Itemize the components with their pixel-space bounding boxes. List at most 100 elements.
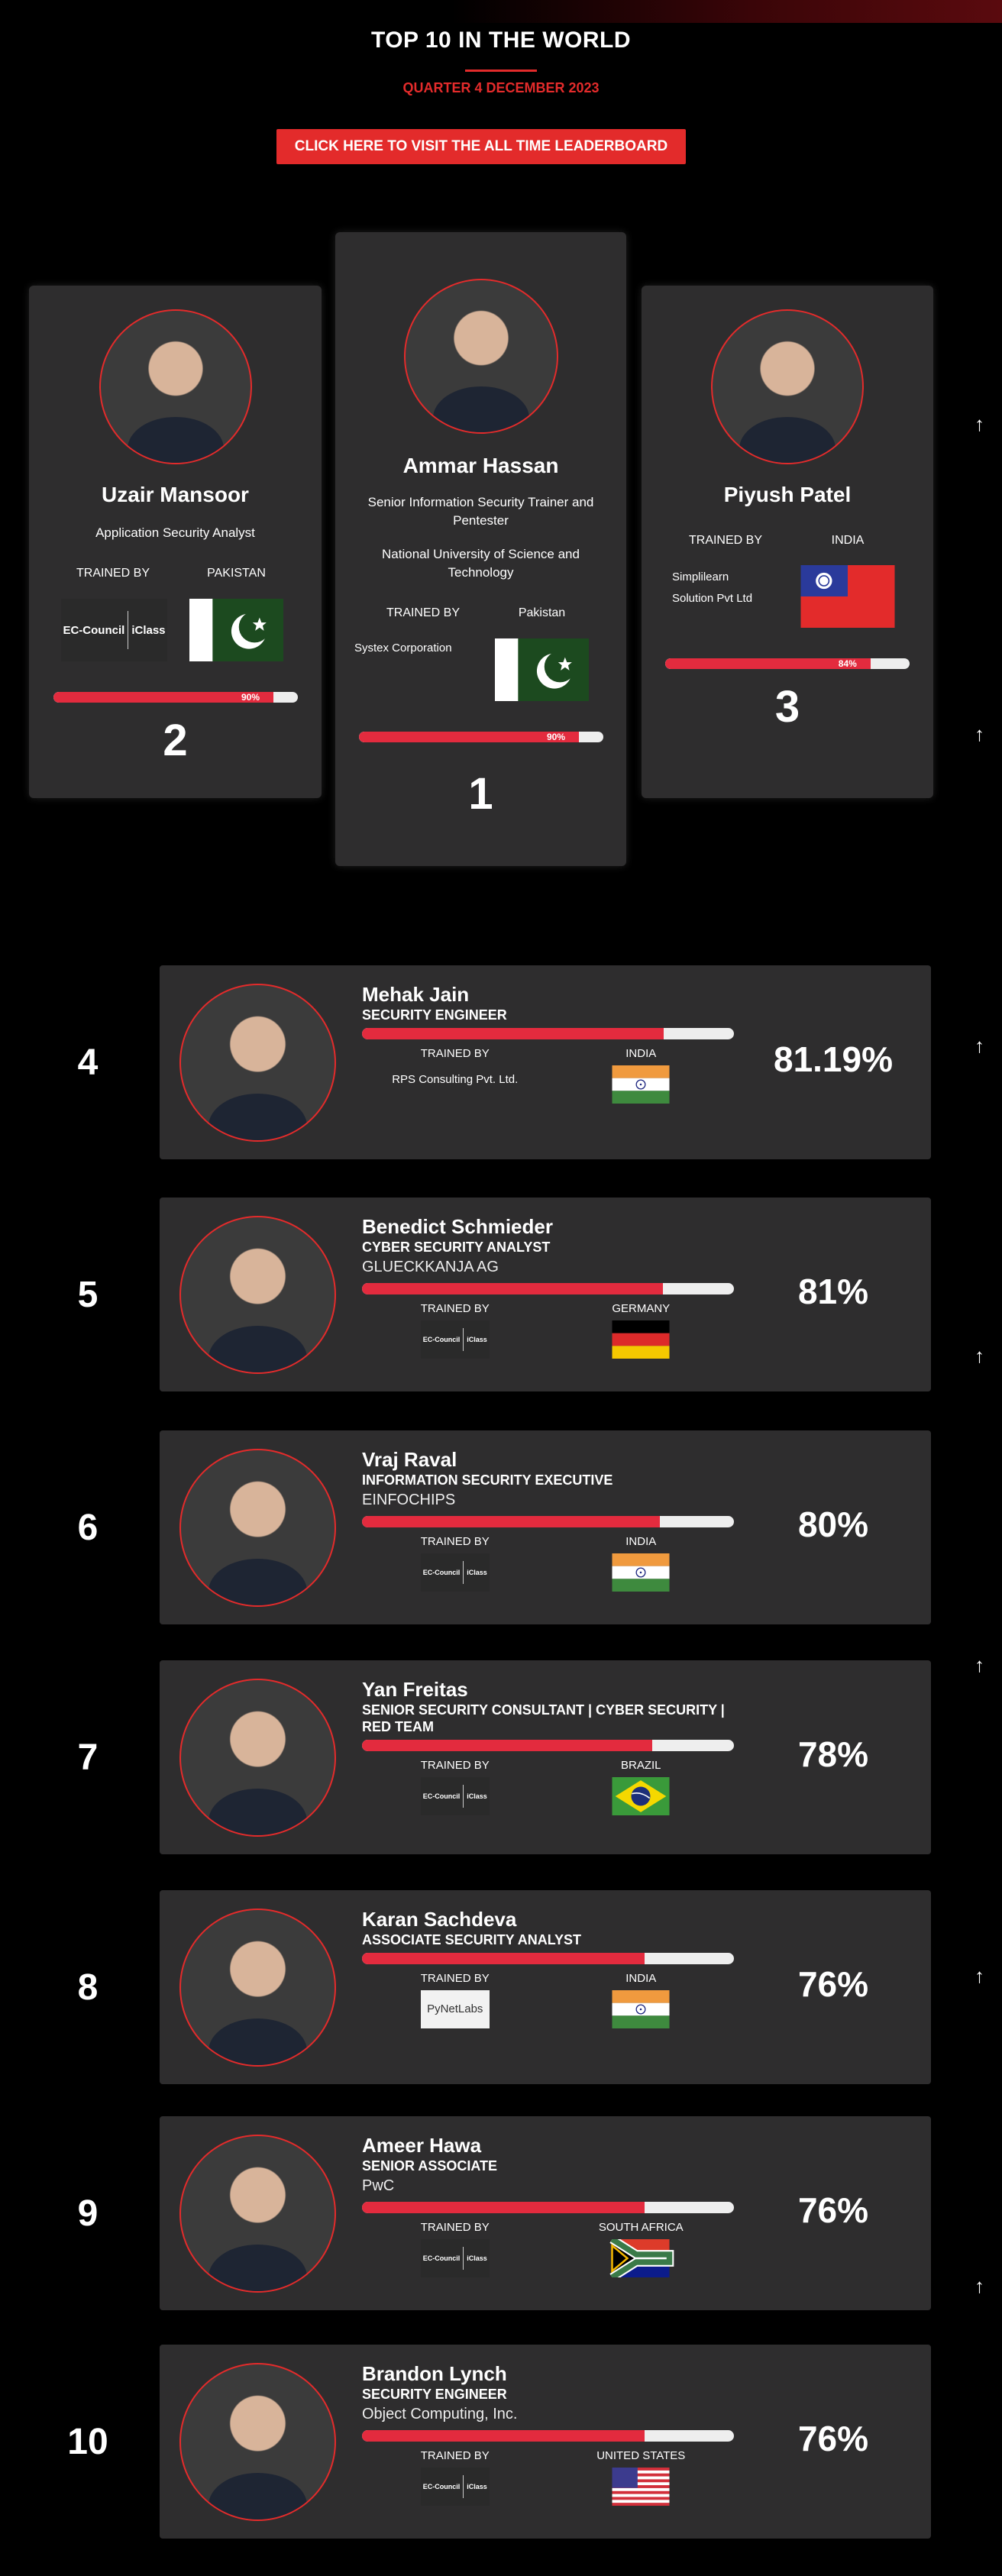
country-label: SOUTH AFRICA xyxy=(598,2221,684,2234)
pakistan-flag-icon xyxy=(489,638,595,701)
trained-by-name: Systex Corporation xyxy=(354,642,452,655)
scroll-up-arrow-icon[interactable]: ↑ xyxy=(975,1964,984,1987)
score-percentage: 80% xyxy=(797,1505,869,1544)
progress-label: 90% xyxy=(359,732,579,742)
avatar xyxy=(404,279,558,434)
trained-by-label: TRAINED BY xyxy=(386,606,460,619)
leaderboard-row: Vraj Raval INFORMATION SECURITY EXECUTIVE… xyxy=(160,1430,931,1624)
scroll-up-arrow-icon[interactable]: ↑ xyxy=(975,2274,984,2297)
company-name: PwC xyxy=(362,2177,395,2194)
contestant-title: SECURITY ENGINEER xyxy=(362,1007,507,1023)
progress-label: 84% xyxy=(665,658,871,669)
avatar xyxy=(99,309,252,464)
country-label: PAKISTAN xyxy=(207,567,266,580)
progress-bar: 90% xyxy=(359,732,603,742)
trained-by-name: RPS Consulting Pvt. Ltd. xyxy=(392,1073,519,1086)
ec-council-iclass-logo: EC-Council iClass xyxy=(420,2468,490,2506)
progress-fill xyxy=(362,2202,645,2213)
trained-by-label: TRAINED BY xyxy=(420,1972,490,1985)
contestant-title: Application Security Analyst xyxy=(95,525,255,540)
company-name: Object Computing, Inc. xyxy=(362,2406,518,2422)
country-label: Pakistan xyxy=(518,606,566,619)
contestant-title: CYBER SECURITY ANALYST xyxy=(362,1240,551,1255)
contestant-name: Brandon Lynch xyxy=(362,2362,507,2385)
rank-number: 2 xyxy=(163,716,188,765)
trained-by-label: TRAINED BY xyxy=(76,567,150,580)
rank-number: 5 xyxy=(77,1275,99,1315)
country-label: INDIA xyxy=(831,534,865,547)
india-flag-icon xyxy=(606,1065,675,1104)
progress-fill xyxy=(362,1028,664,1039)
avatar xyxy=(179,2363,336,2521)
rank-number: 7 xyxy=(77,1737,99,1778)
country-label: UNITED STATES xyxy=(596,2449,686,2462)
score-percentage: 76% xyxy=(797,2419,869,2458)
united-states-flag-icon xyxy=(606,2468,675,2506)
leaderboard-row: Karan Sachdeva ASSOCIATE SECURITY ANALYST… xyxy=(160,1890,931,2084)
rank-number: 6 xyxy=(77,1508,99,1548)
germany-flag-icon xyxy=(606,1320,675,1359)
trained-by-label: TRAINED BY xyxy=(420,2449,490,2462)
contestant-title: SENIOR ASSOCIATE xyxy=(362,2158,498,2174)
podium-card-3: Piyush Patel TRAINED BY INDIA Simplilear… xyxy=(642,286,933,798)
scroll-up-arrow-icon[interactable]: ↑ xyxy=(975,1344,984,1367)
india-flag-icon xyxy=(606,1553,675,1592)
progress-label: 90% xyxy=(53,692,273,703)
ec-council-iclass-logo: EC-Council iClass xyxy=(420,1553,490,1592)
pakistan-flag-icon xyxy=(183,599,289,661)
podium-card-2: Uzair Mansoor Application Security Analy… xyxy=(29,286,322,798)
contestant-title: INFORMATION SECURITY EXECUTIVE xyxy=(362,1472,613,1488)
contestant-info: Vraj Raval INFORMATION SECURITY EXECUTIVE… xyxy=(362,1447,734,1592)
ec-council-iclass-logo: EC-Council iClass xyxy=(420,1777,490,1815)
contestant-title: SENIOR SECURITY CONSULTANT | CYBER SECUR… xyxy=(362,1702,725,1734)
country-label: INDIA xyxy=(625,1535,657,1548)
leaderboard-row: Benedict Schmieder CYBER SECURITY ANALYST… xyxy=(160,1198,931,1391)
country-label: BRAZIL xyxy=(620,1759,661,1772)
progress-bar xyxy=(362,1283,734,1294)
contestant-name: Piyush Patel xyxy=(723,483,852,506)
contestant-name: Benedict Schmieder xyxy=(362,1215,553,1238)
company-name: EINFOCHIPS xyxy=(362,1492,456,1508)
contestant-name: Uzair Mansoor xyxy=(102,483,249,506)
score-percentage: 76% xyxy=(797,1964,869,2004)
avatar xyxy=(179,1449,336,1607)
title-divider xyxy=(465,69,537,72)
contestant-info: Benedict Schmieder CYBER SECURITY ANALYST… xyxy=(362,1214,734,1359)
progress-fill xyxy=(362,2430,645,2442)
rank-number: 1 xyxy=(468,769,493,819)
progress-bar: 84% xyxy=(665,658,910,669)
scroll-up-arrow-icon[interactable]: ↑ xyxy=(975,722,984,745)
contestant-title: ASSOCIATE SECURITY ANALYST xyxy=(362,1932,582,1947)
all-time-leaderboard-button[interactable]: CLICK HERE TO VISIT THE ALL TIME LEADERB… xyxy=(276,129,686,164)
score-percentage: 78% xyxy=(797,1734,869,1774)
avatar xyxy=(179,1909,336,2067)
trained-by-label: TRAINED BY xyxy=(420,1535,490,1548)
contestant-name: Vraj Raval xyxy=(362,1448,457,1471)
trained-by-label: TRAINED BY xyxy=(688,534,762,547)
contestant-name: Ammar Hassan xyxy=(402,454,559,477)
contestant-name: Karan Sachdeva xyxy=(362,1908,517,1931)
trained-by-name: Simplilearn Solution Pvt Ltd xyxy=(672,570,753,605)
progress-fill xyxy=(362,1953,645,1964)
podium-card-1: Ammar Hassan Senior Information Security… xyxy=(335,232,626,866)
country-label: GERMANY xyxy=(612,1302,671,1315)
progress-bar xyxy=(362,1740,734,1751)
country-label: INDIA xyxy=(625,1047,657,1060)
trained-by-label: TRAINED BY xyxy=(420,1047,490,1060)
brazil-flag-icon xyxy=(606,1777,675,1815)
contestant-title: Senior Information Security Trainer and … xyxy=(367,495,594,528)
progress-fill xyxy=(362,1740,652,1751)
page-subtitle: QUARTER 4 DECEMBER 2023 xyxy=(402,80,600,95)
trained-by-label: TRAINED BY xyxy=(420,2221,490,2234)
top-band xyxy=(0,0,1002,23)
score-percentage: 81.19% xyxy=(773,1039,893,1079)
india-flag-icon xyxy=(606,1990,675,2028)
contestant-name: Yan Freitas xyxy=(362,1678,468,1701)
scroll-up-arrow-icon[interactable]: ↑ xyxy=(975,412,984,435)
scroll-up-arrow-icon[interactable]: ↑ xyxy=(975,1653,984,1676)
avatar xyxy=(179,1679,336,1837)
progress-bar xyxy=(362,2430,734,2442)
scroll-up-arrow-icon[interactable]: ↑ xyxy=(975,1034,984,1057)
progress-bar xyxy=(362,1028,734,1039)
trained-by-label: TRAINED BY xyxy=(420,1759,490,1772)
